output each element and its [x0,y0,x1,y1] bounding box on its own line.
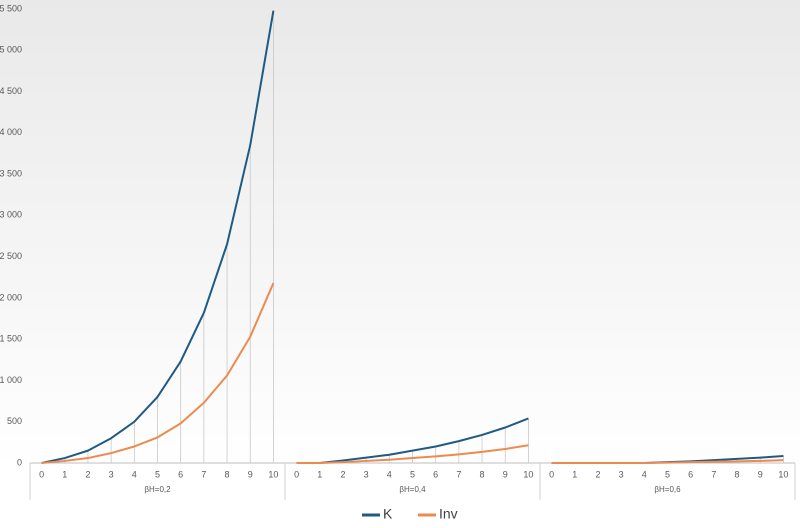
y-tick-label: 3 000 [0,210,22,220]
x-tick-label: 9 [248,469,253,479]
series-line [296,417,529,464]
y-tick-label: 1 500 [0,334,22,344]
x-tick-label: 10 [523,469,533,479]
y-tick-label: 5 500 [0,3,22,13]
y-tick-label: 2 000 [0,292,22,302]
y-tick-label: 4 000 [0,127,22,137]
legend-label: K [383,506,393,522]
y-tick-label: 4 500 [0,86,22,96]
legend-label: Inv [439,506,458,522]
x-tick-label: 0 [294,469,299,479]
x-tick-label: 3 [619,469,624,479]
x-tick-label: 10 [778,469,788,479]
x-tick-label: 7 [201,469,206,479]
x-tick-label: 9 [503,469,508,479]
x-tick-label: 5 [410,469,415,479]
x-tick-label: 8 [225,469,230,479]
y-tick-label: 2 500 [0,251,22,261]
x-tick-label: 9 [758,469,763,479]
series-line [41,282,275,464]
x-tick-label: 5 [155,469,160,479]
y-tick-label: 0 [17,457,22,467]
x-tick-label: 5 [665,469,670,479]
series-line [551,459,784,464]
group-label: βH=0,2 [144,485,171,494]
x-tick-label: 0 [39,469,44,479]
x-tick-label: 1 [62,469,67,479]
x-tick-label: 4 [132,469,137,479]
x-tick-label: 3 [109,469,114,479]
x-tick-label: 0 [549,469,554,479]
y-tick-label: 500 [7,416,22,426]
group-label: βH=0,4 [399,485,426,494]
plot-background [0,0,800,470]
x-tick-label: 8 [735,469,740,479]
x-tick-label: 8 [480,469,485,479]
x-tick-label: 1 [572,469,577,479]
x-tick-label: 7 [456,469,461,479]
y-tick-label: 3 500 [0,168,22,178]
x-tick-label: 1 [317,469,322,479]
y-tick-label: 1 000 [0,375,22,385]
series-line [41,10,275,464]
series-line [296,444,529,464]
x-tick-label: 6 [433,469,438,479]
x-tick-label: 2 [595,469,600,479]
x-tick-label: 4 [642,469,647,479]
x-tick-label: 6 [688,469,693,479]
x-tick-label: 3 [364,469,369,479]
x-tick-label: 6 [178,469,183,479]
x-tick-label: 4 [387,469,392,479]
x-tick-label: 7 [711,469,716,479]
x-tick-label: 10 [268,469,278,479]
group-label: βH=0,6 [654,485,681,494]
x-tick-label: 2 [340,469,345,479]
y-tick-label: 5 000 [0,45,22,55]
x-tick-label: 2 [85,469,90,479]
